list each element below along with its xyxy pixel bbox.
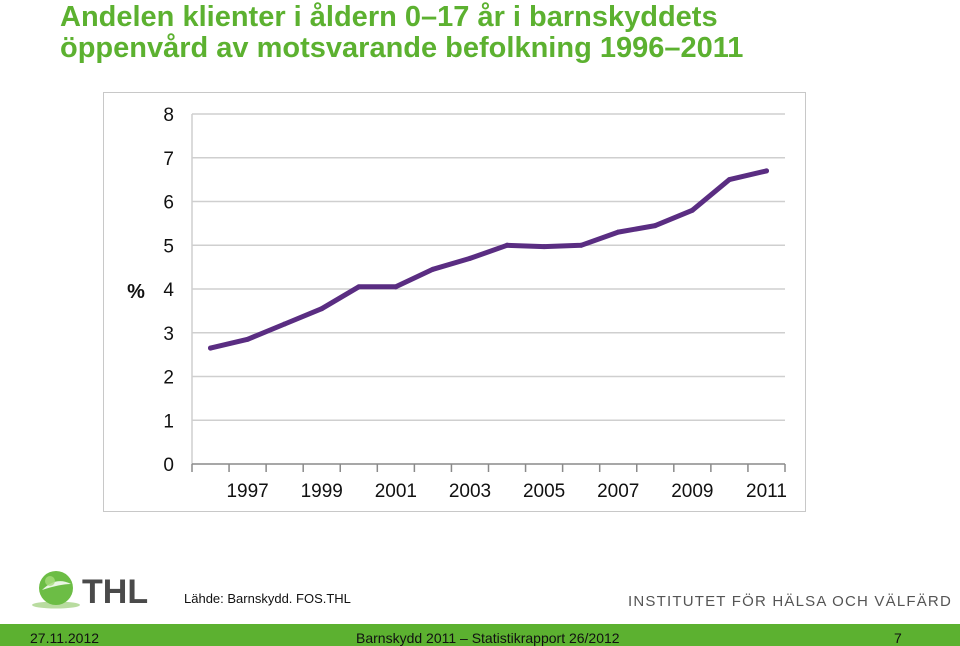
- data-point: [615, 229, 621, 235]
- data-point: [763, 168, 769, 174]
- y-tick-label: 1: [163, 411, 174, 432]
- data-point: [504, 242, 510, 248]
- footer-date: 27.11.2012: [30, 630, 100, 646]
- x-tick-label: 2007: [597, 481, 639, 502]
- x-tick-label: 2011: [746, 481, 787, 502]
- x-tick-label: 2005: [523, 481, 565, 502]
- y-tick-label: 5: [163, 236, 174, 257]
- y-tick-label: 3: [163, 324, 174, 345]
- logo-globe: [39, 571, 73, 605]
- footer-bar: 27.11.2012 Barnskydd 2011 – Statistikrap…: [0, 624, 960, 646]
- x-tick-label: 2001: [375, 481, 417, 502]
- y-tick-label: 2: [163, 368, 174, 389]
- data-point: [541, 244, 547, 250]
- data-point: [689, 207, 695, 213]
- y-tick-label: 7: [163, 149, 174, 170]
- x-tick-label: 2003: [449, 481, 491, 502]
- data-point: [430, 266, 436, 272]
- data-point: [319, 306, 325, 312]
- logo-text: THL: [82, 573, 148, 611]
- slide-title: Andelen klienter i åldern 0–17 år i barn…: [60, 2, 743, 64]
- x-tick-label: 1997: [226, 481, 268, 502]
- source-note: Lähde: Barnskydd. FOS.THL: [184, 591, 351, 606]
- data-point: [208, 345, 214, 351]
- logo-swoosh: [42, 581, 71, 590]
- data-point: [578, 242, 584, 248]
- y-axis-label: %: [127, 281, 145, 303]
- thl-logo: THL: [32, 571, 148, 611]
- data-point: [356, 284, 362, 290]
- y-tick-label: 0: [163, 455, 174, 476]
- title-line-2: öppenvård av motsvarande befolkning 1996…: [60, 32, 744, 64]
- y-tick-label: 8: [163, 105, 174, 126]
- y-tick-label: 4: [163, 280, 174, 301]
- title-line-1: Andelen klienter i åldern 0–17 år i barn…: [60, 1, 718, 33]
- data-point: [245, 336, 251, 342]
- y-tick-label: 6: [163, 193, 174, 214]
- x-tick-label: 1999: [301, 481, 343, 502]
- footer-page-number: 7: [894, 630, 902, 646]
- logo-highlight: [45, 576, 55, 586]
- x-tick-label: 2009: [671, 481, 713, 502]
- data-point: [726, 177, 732, 183]
- chart-frame: [103, 92, 806, 512]
- institute-name: INSTITUTET FÖR HÄLSA OCH VÄLFÄRD: [628, 593, 953, 610]
- data-point: [393, 284, 399, 290]
- data-point: [467, 255, 473, 261]
- data-point: [282, 321, 288, 327]
- data-point: [652, 223, 658, 229]
- series-line: [208, 168, 769, 351]
- footer-title: Barnskydd 2011 – Statistikrapport 26/201…: [356, 630, 620, 646]
